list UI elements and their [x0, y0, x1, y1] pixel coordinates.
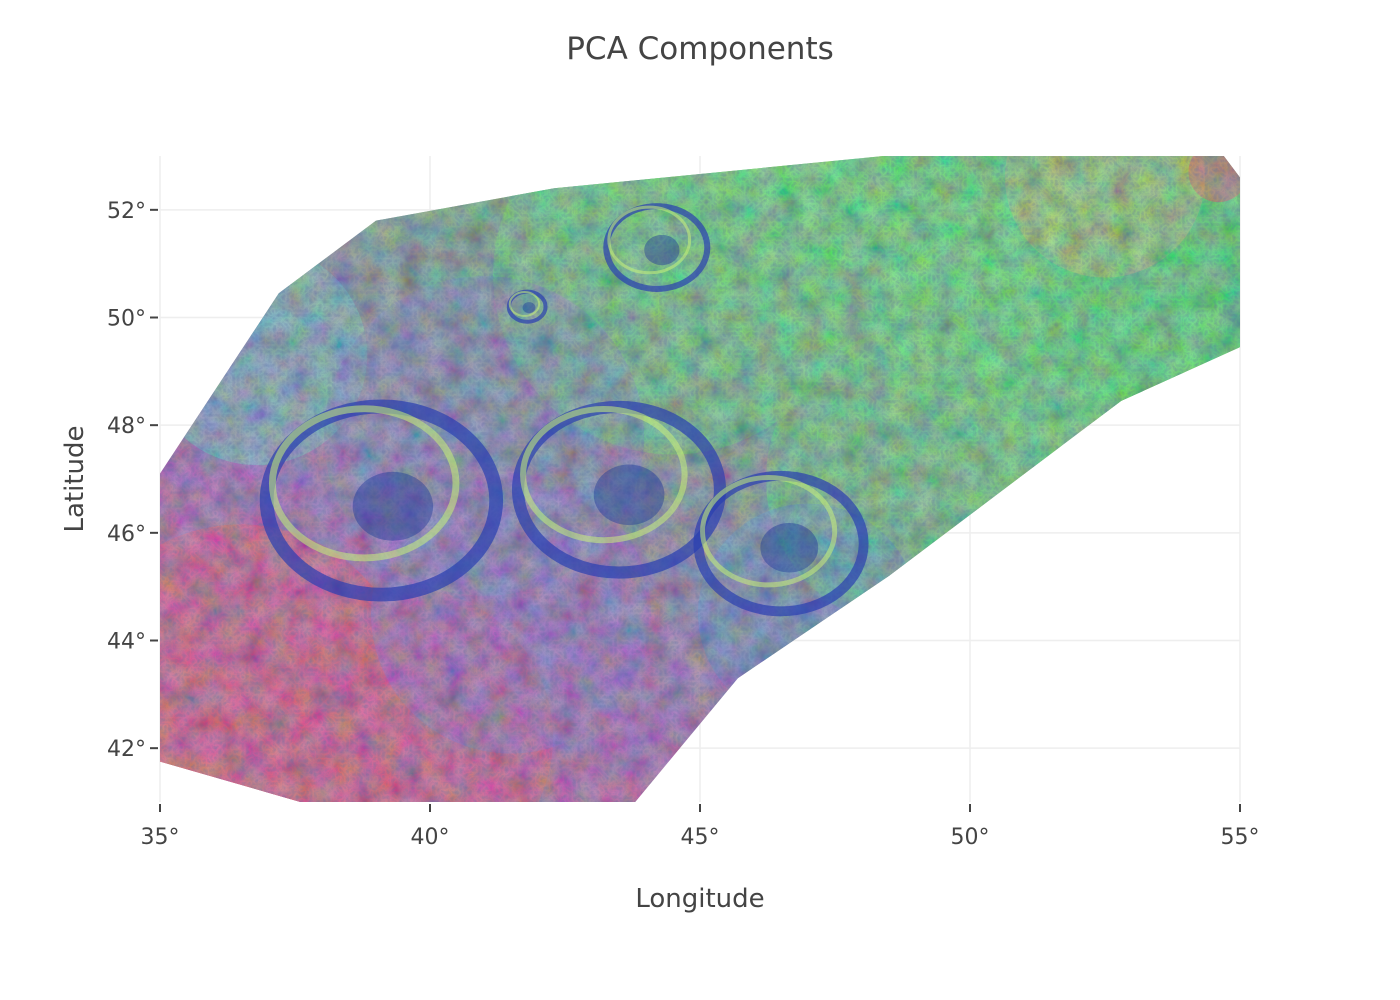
crater-highlight [268, 405, 460, 562]
crater-rim [259, 399, 504, 602]
pca-composite-image [160, 156, 1240, 802]
x-tick-label: 55° [1221, 825, 1260, 850]
crater-rim [693, 470, 869, 617]
x-tick-label: 45° [681, 825, 720, 850]
y-tick-label: 42° [107, 737, 146, 762]
crater-floor [760, 522, 819, 573]
x-tick-label: 40° [411, 825, 450, 850]
axes: 35° 40° 45° 50° 55° 42° 44° 46° 48° 50° 52° [107, 199, 1260, 850]
y-tick-label: 48° [107, 414, 146, 439]
crater-highlight [700, 475, 838, 588]
crater-rim [603, 203, 711, 292]
crater-floor [352, 471, 434, 541]
crater-floor [644, 234, 680, 266]
composite-grain [160, 156, 1240, 802]
crater-highlight [520, 405, 688, 544]
crater-floor [522, 302, 536, 314]
crater-rim [511, 400, 727, 579]
y-tick-label: 50° [107, 307, 146, 332]
chart-title: PCA Components [566, 31, 834, 67]
y-axis-title: Latitude [60, 425, 90, 532]
y-tick-label: 52° [107, 199, 146, 224]
crater-floor [593, 464, 665, 526]
crater-highlight [607, 205, 692, 275]
x-tick-label: 50° [951, 825, 990, 850]
crater-features [259, 203, 869, 617]
crater-highlight [508, 291, 541, 317]
x-axis-title: Longitude [635, 884, 764, 914]
y-tick-label: 44° [107, 630, 146, 655]
y-tick-label: 46° [107, 522, 146, 547]
x-tick-label: 35° [141, 825, 180, 850]
